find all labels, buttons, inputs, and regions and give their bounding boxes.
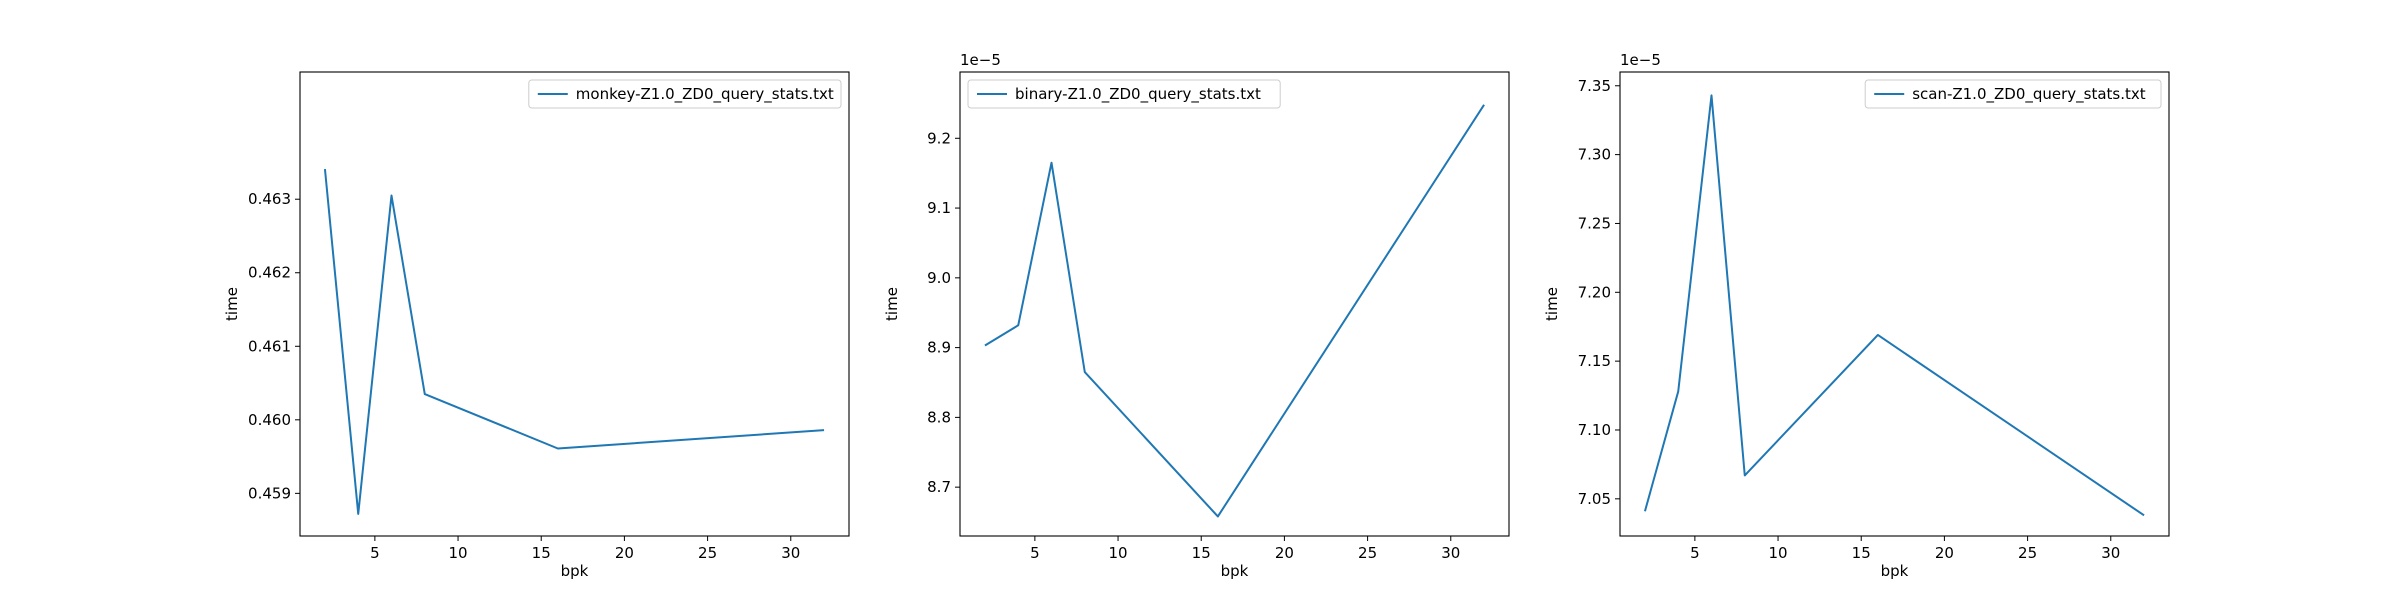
legend: monkey-Z1.0_ZD0_query_stats.txt (528, 79, 842, 109)
y-tick-label: 0.463 (248, 190, 291, 208)
y-tick-label: 0.460 (248, 411, 291, 429)
series-line (1643, 94, 2145, 517)
y-tick-label: 7.05 (1578, 490, 1611, 508)
subplot-2: 5 10 15 20 25 30 8.7 8.8 8.9 9.0 9.1 9.2 bpk time 1e−5… (883, 51, 1510, 580)
y-tick-label: 7.20 (1578, 283, 1611, 301)
y-tick-label: 7.25 (1578, 214, 1611, 232)
axes-frame (299, 71, 850, 537)
axis-offset-text: 1e−5 (960, 51, 1001, 69)
y-tick-label: 0.461 (248, 337, 291, 355)
x-tick-label: 30 (781, 544, 800, 562)
y-tick-label: 8.8 (927, 408, 951, 426)
data-point (823, 429, 825, 431)
legend-box (1864, 79, 2162, 109)
legend-label: scan-Z1.0_ZD0_query_stats.txt (1912, 85, 2146, 104)
legend-box (967, 79, 1281, 109)
x-tick-label: 5 (1690, 544, 1700, 562)
series-line (323, 168, 825, 515)
data-point (1084, 371, 1086, 373)
y-tick-label: 8.7 (927, 478, 951, 496)
y-tick-label: 8.9 (927, 339, 951, 357)
subplot-1: 5 10 15 20 25 30 0.459 0.460 0.461 0.462 0.463 bpk t… (223, 71, 850, 580)
axes-frame (959, 71, 1510, 537)
data-point (1017, 324, 1019, 326)
x-tick-label: 10 (448, 544, 467, 562)
y-tick-label: 7.30 (1578, 146, 1611, 164)
y-tick-label: 9.0 (927, 269, 951, 287)
x-axis-label: bpk (1881, 562, 1909, 580)
y-tick-label: 0.462 (248, 264, 291, 282)
series-line (984, 104, 1485, 518)
data-point (2143, 514, 2145, 516)
y-axis-label: time (883, 287, 901, 321)
x-tick-label: 15 (1192, 544, 1211, 562)
y-axis-label: time (223, 287, 241, 321)
data-point (324, 168, 326, 170)
x-axis-label: bpk (1221, 562, 1249, 580)
x-tick-label: 30 (2101, 544, 2120, 562)
axes-frame (1619, 71, 2170, 537)
data-point (1677, 390, 1679, 392)
y-tick-label: 9.1 (927, 199, 951, 217)
x-tick-label: 30 (1441, 544, 1460, 562)
data-point (424, 393, 426, 395)
y-tick-label: 0.459 (248, 484, 291, 502)
data-point (357, 513, 359, 515)
subplot-3: 5 10 15 20 25 30 7.05 7.10 7.15 7.20 7.25 7.30 7.35 b… (1543, 51, 2170, 580)
x-tick-label: 10 (1768, 544, 1787, 562)
y-tick-label: 7.35 (1578, 77, 1611, 95)
x-axis-label: bpk (561, 562, 589, 580)
y-tick-label: 7.15 (1578, 352, 1611, 370)
data-point (1051, 162, 1053, 164)
y-axis-label: time (1543, 287, 1561, 321)
data-point (1644, 510, 1646, 512)
legend: binary-Z1.0_ZD0_query_stats.txt (967, 79, 1281, 109)
x-tick-label: 25 (698, 544, 717, 562)
data-point (1217, 515, 1219, 517)
x-tick-label: 15 (532, 544, 551, 562)
axis-offset-text: 1e−5 (1620, 51, 1661, 69)
x-tick-label: 20 (615, 544, 634, 562)
data-point (1744, 474, 1746, 476)
data-point (1483, 104, 1485, 106)
data-point (557, 447, 559, 449)
y-tick-label: 7.10 (1578, 421, 1611, 439)
data-point (1711, 94, 1713, 96)
legend-box (528, 79, 842, 109)
x-tick-label: 25 (1358, 544, 1377, 562)
legend-label: monkey-Z1.0_ZD0_query_stats.txt (576, 85, 834, 104)
x-tick-label: 15 (1852, 544, 1871, 562)
data-point (1877, 334, 1879, 336)
x-tick-label: 10 (1108, 544, 1127, 562)
x-tick-label: 20 (1935, 544, 1954, 562)
x-tick-label: 5 (370, 544, 380, 562)
x-tick-label: 25 (2018, 544, 2037, 562)
data-point (391, 195, 393, 197)
legend: scan-Z1.0_ZD0_query_stats.txt (1864, 79, 2162, 109)
data-point (984, 345, 986, 347)
x-tick-label: 20 (1275, 544, 1294, 562)
y-tick-label: 9.2 (927, 129, 951, 147)
x-tick-label: 5 (1030, 544, 1040, 562)
legend-label: binary-Z1.0_ZD0_query_stats.txt (1015, 85, 1261, 104)
